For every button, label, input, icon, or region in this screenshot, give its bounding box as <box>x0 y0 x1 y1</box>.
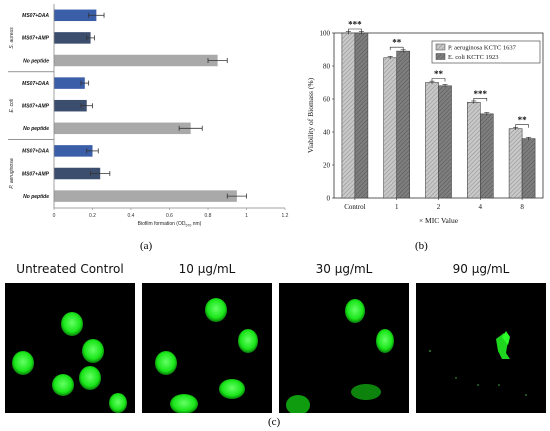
x-tick-label: 0.8 <box>205 213 212 219</box>
significance-bracket <box>431 78 446 82</box>
micrograph-10ugml <box>142 283 272 414</box>
bar-e-coli <box>480 113 494 199</box>
micrograph-untreated <box>5 283 135 413</box>
biomass-viability-chart: 0 20 40 60 80 100 Viability of Biomass (%) Cont… <box>306 20 544 225</box>
panel-label-b: (b) <box>415 240 428 252</box>
micro-caption-30: 30 µg/mL <box>315 262 373 276</box>
micro-caption-10: 10 µg/mL <box>178 262 236 276</box>
bar <box>54 54 218 67</box>
legend-label: E. coli KCTC 1923 <box>448 54 499 61</box>
bar <box>54 122 191 135</box>
bar-p-aeruginosa <box>341 32 356 199</box>
legend-label: P. aeruginosa KCTC 1637 <box>448 45 517 52</box>
bar-e-coli <box>521 138 536 199</box>
bar <box>54 167 101 180</box>
significance-label: *** <box>474 89 488 99</box>
bar-e-coli <box>438 85 452 199</box>
y-tick-label: 20 <box>323 162 331 170</box>
bar-p-aeruginosa <box>508 128 523 199</box>
x-tick-label: 0.2 <box>89 213 96 219</box>
bar <box>54 190 237 202</box>
bar-e-coli <box>396 50 410 199</box>
x-tick-label: 0.6 <box>166 213 173 219</box>
bar-label: MS07+AMP <box>22 104 50 110</box>
group-label-2: P. aeruginosa <box>9 158 15 188</box>
x-tick-label: 0 <box>53 213 56 219</box>
bar-label: MS07+DAA <box>22 149 49 155</box>
y-tick-label: 100 <box>320 30 331 38</box>
significance-bracket <box>473 98 488 102</box>
bar-label: No peptide <box>23 194 49 200</box>
x-tick-label: 1 <box>395 203 399 211</box>
x-tick-label: 1 <box>245 213 248 219</box>
significance-label: ** <box>434 69 444 79</box>
bar <box>54 9 97 22</box>
bar <box>54 99 87 112</box>
bar-label: MS07+DAA <box>22 13 49 19</box>
bar-e-coli <box>354 32 369 199</box>
y-tick-label: 60 <box>323 96 331 104</box>
significance-bracket <box>515 124 529 128</box>
x-tick-label: 2 <box>437 203 441 211</box>
y-axis-title: Viability of Biomass (%) <box>306 77 315 153</box>
x-axis-title: × MIC Value <box>419 216 459 225</box>
micrograph-90ugml <box>416 283 546 413</box>
bar-label: No peptide <box>23 126 49 132</box>
group-label-1: E. coli <box>9 98 15 113</box>
bar-p-aeruginosa <box>383 57 397 199</box>
biofilm-formation-chart: S. aureus MS07+DAA MS07+AMP No peptide E. co… <box>8 4 289 228</box>
legend-box <box>431 40 541 64</box>
significance-label: ** <box>392 38 402 48</box>
panel-label-a: (a) <box>140 240 153 252</box>
x-tick-label: 0.4 <box>128 213 135 219</box>
panel-label-c: (c) <box>268 416 281 428</box>
y-tick-label: 40 <box>323 129 331 137</box>
bar <box>54 32 91 44</box>
legend-swatch <box>435 43 446 51</box>
significance-bracket <box>389 46 404 51</box>
bar-label: MS07+DAA <box>22 81 49 87</box>
bar <box>54 145 93 157</box>
x-tick-label: Control <box>344 203 365 211</box>
legend-swatch <box>435 53 446 60</box>
bar <box>54 77 85 89</box>
bar-label: MS07+AMP <box>22 36 50 42</box>
x-tick-label: 8 <box>520 203 524 211</box>
micro-caption-90: 90 µg/mL <box>452 262 510 276</box>
bar-label: No peptide <box>23 58 49 64</box>
x-axis-title: Biofilm formation (OD570 nm) <box>138 221 202 228</box>
micrograph-30ugml <box>279 283 409 415</box>
y-tick-label: 0 <box>327 195 331 203</box>
significance-label: ** <box>518 115 528 125</box>
bar-p-aeruginosa <box>467 102 481 199</box>
bar-label: MS07+AMP <box>22 171 50 177</box>
micro-caption-untreated: Untreated Control <box>16 262 124 276</box>
significance-label: *** <box>348 20 362 30</box>
x-tick-label: 4 <box>479 203 483 211</box>
x-tick-label: 1.2 <box>282 213 289 219</box>
group-label-0: S. aureus <box>9 27 15 49</box>
significance-bracket <box>348 28 362 32</box>
bar-p-aeruginosa <box>425 82 439 199</box>
y-tick-label: 80 <box>323 63 331 71</box>
